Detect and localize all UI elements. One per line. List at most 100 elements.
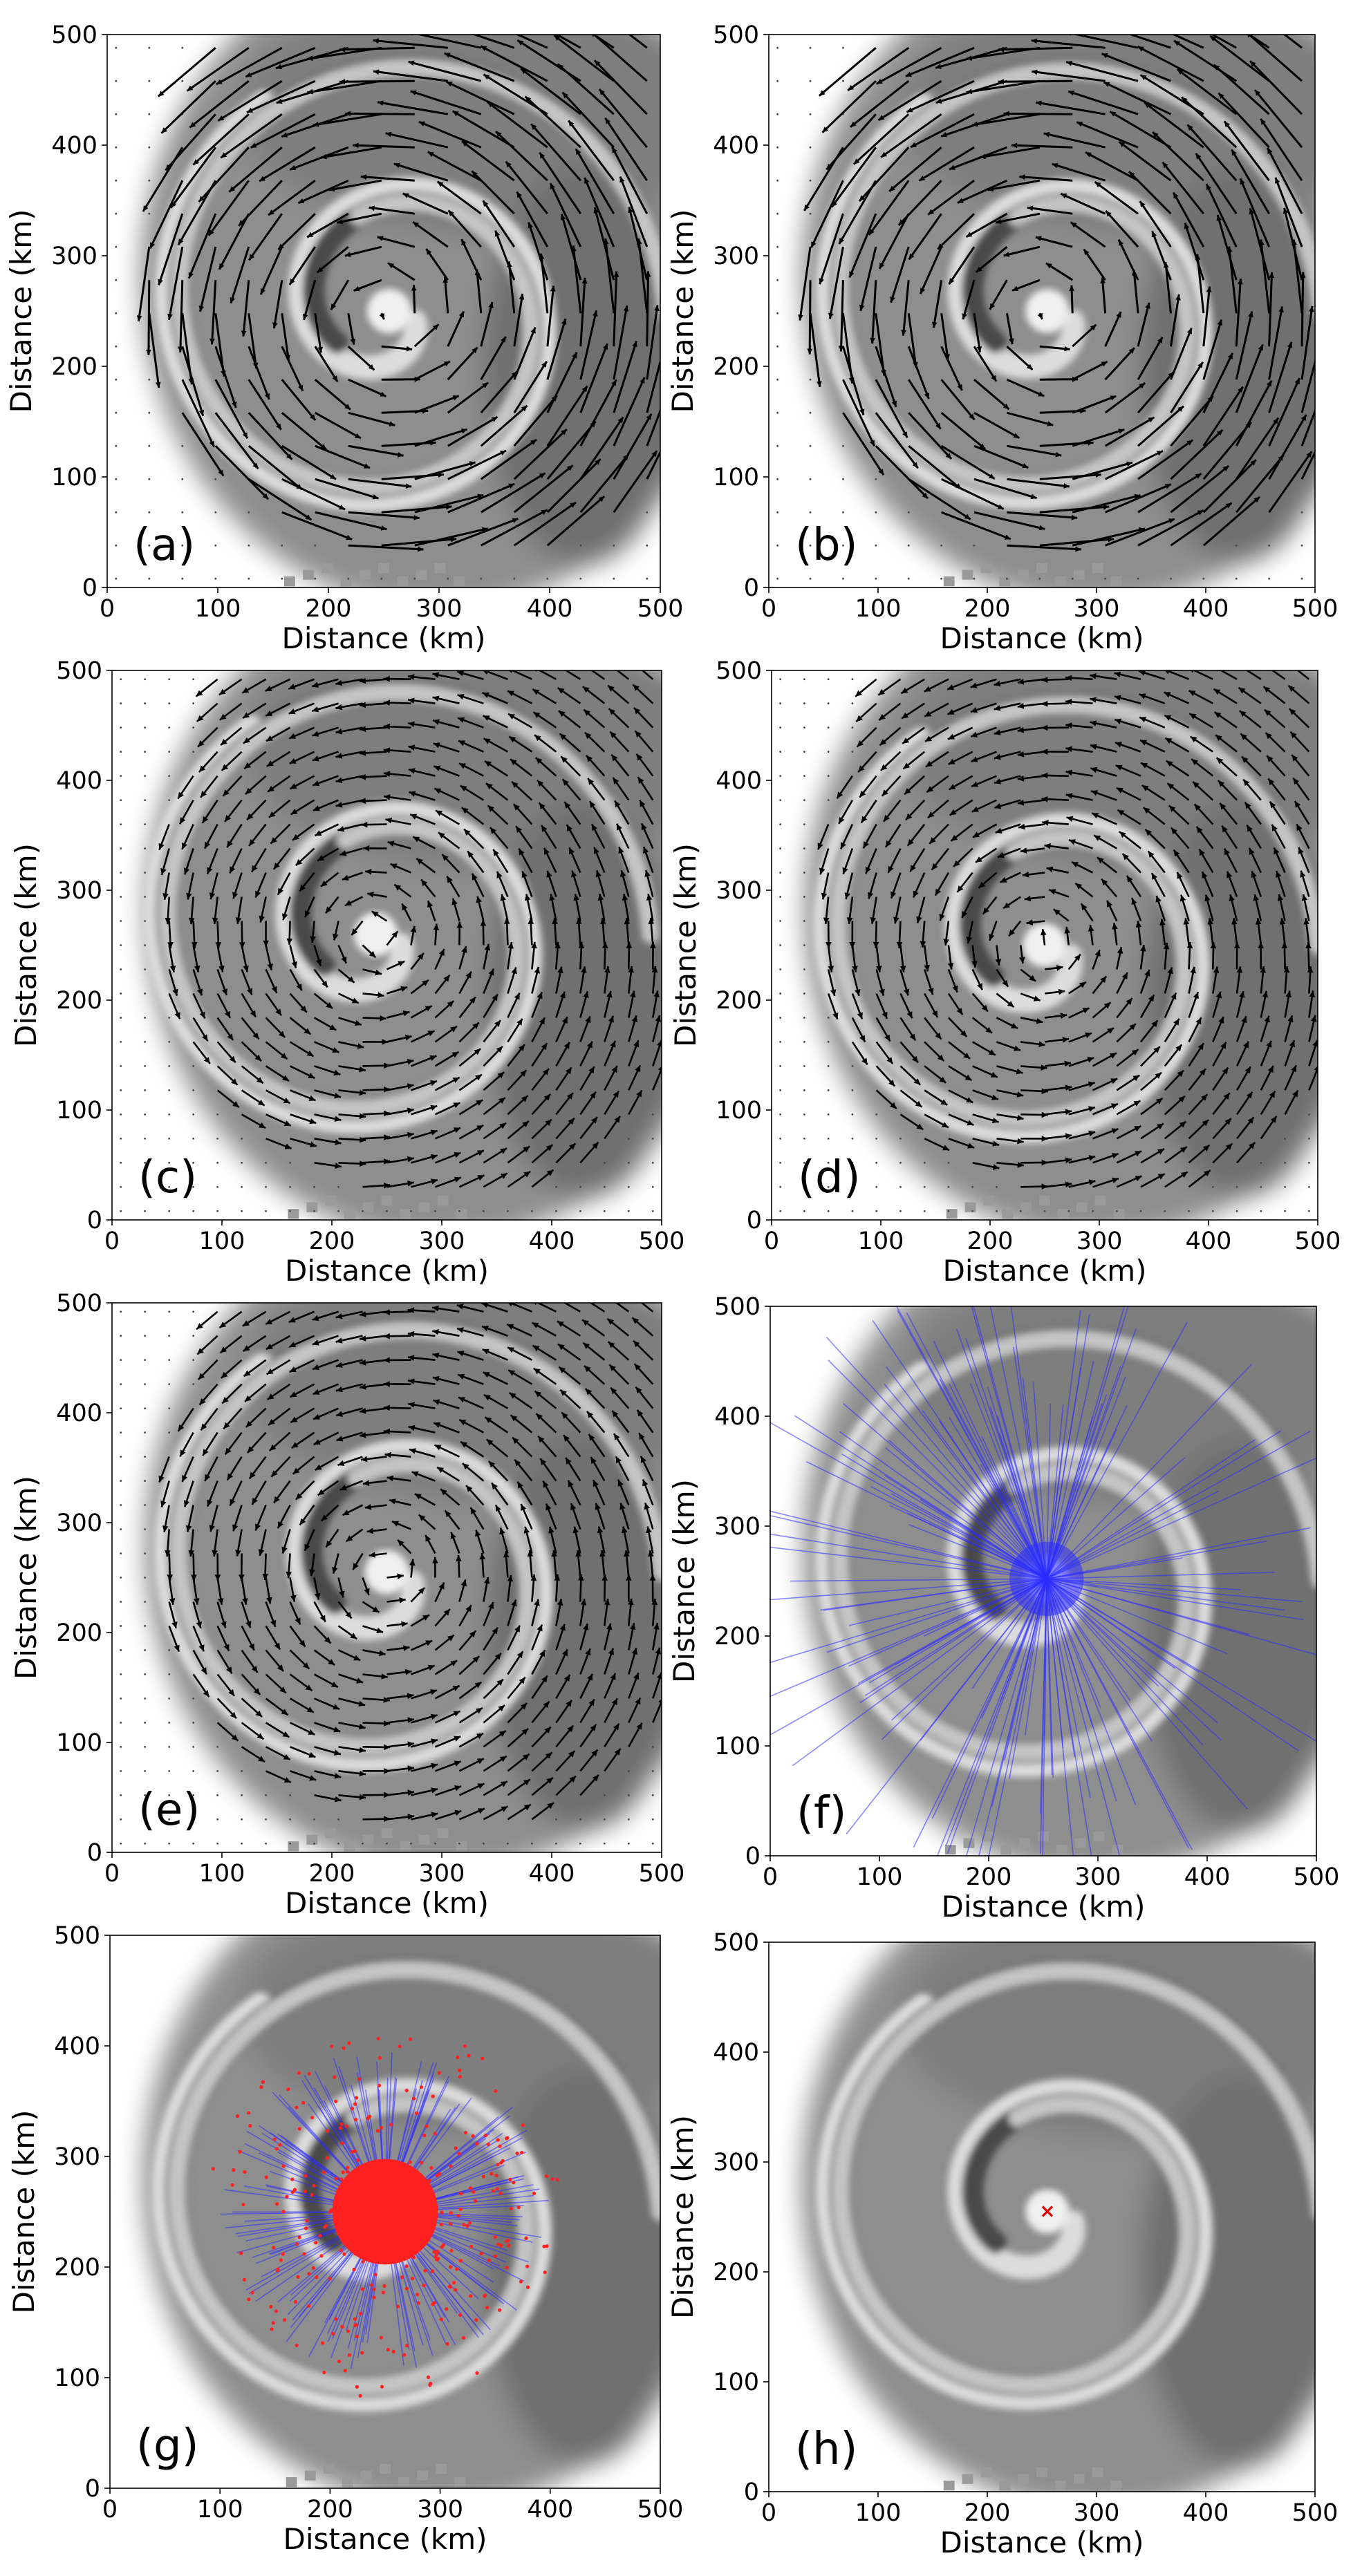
vector-head (1065, 722, 1072, 728)
vector-head (369, 1552, 375, 1558)
candidate-point (473, 2199, 478, 2203)
wind-vector (248, 346, 270, 400)
vector-head (1091, 790, 1098, 796)
vector-head (1248, 311, 1253, 318)
vector-head (427, 901, 433, 908)
vector-head (588, 2, 594, 8)
vector-head (335, 753, 343, 759)
vector-head (335, 1313, 343, 1319)
vector-head (408, 697, 415, 704)
vector-head (520, 1070, 527, 1077)
candidate-point (458, 2068, 462, 2073)
candidate-point (342, 2046, 346, 2050)
candidate-point (485, 2306, 489, 2310)
vector-head (1167, 783, 1175, 790)
vector-head (247, 1446, 254, 1454)
vector-head (307, 55, 313, 62)
vector-head (610, 1673, 616, 1680)
vector-dot (899, 1137, 902, 1140)
vector-dot (144, 726, 147, 729)
vector-head (1233, 942, 1240, 948)
wind-vector (613, 305, 628, 380)
vector-head (901, 330, 907, 336)
vector-dot (168, 1113, 171, 1116)
vector-dot (192, 1359, 195, 1362)
vector-head (407, 674, 415, 680)
vector-head (432, 695, 440, 702)
vector-head (509, 736, 516, 743)
vector-dot (120, 1721, 122, 1724)
vector-head (255, 890, 261, 898)
vector-head (279, 1686, 286, 1693)
vector-dot (168, 1673, 171, 1675)
vector-dot (651, 1794, 654, 1796)
vector-head (446, 504, 452, 510)
wind-vector (524, 95, 581, 149)
vector-dot (192, 678, 195, 681)
vector-head (218, 115, 225, 121)
spiral-band-bright (813, 727, 1211, 1144)
vector-head (446, 82, 453, 87)
vector-head (313, 1413, 320, 1420)
ray (1046, 1322, 1188, 1579)
vector-head (906, 107, 913, 113)
candidate-point (469, 2244, 474, 2248)
wind-vector (1235, 278, 1242, 347)
wind-vector (381, 538, 457, 547)
candidate-point (264, 2175, 268, 2179)
vector-head (1225, 502, 1232, 509)
wind-vector (480, 370, 519, 414)
vector-head (1250, 61, 1256, 67)
vector-head (1260, 966, 1267, 973)
vector-head (485, 783, 493, 790)
candidate-point (428, 2383, 432, 2387)
vector-head (1090, 720, 1097, 726)
wind-vector (528, 222, 549, 281)
vector-head (1246, 1091, 1253, 1099)
ray (1046, 1578, 1248, 1809)
vector-head (207, 1499, 213, 1507)
candidate-point (295, 2242, 299, 2246)
vector-head (224, 1010, 230, 1018)
wind-vector (579, 310, 598, 380)
wind-vector (828, 246, 844, 319)
vector-head (196, 715, 204, 722)
vector-head (456, 1554, 462, 1562)
vector-head (459, 763, 467, 769)
vector-head (561, 319, 567, 325)
vector-head (1157, 1174, 1165, 1180)
vector-head (353, 142, 359, 149)
vector-head (447, 1001, 454, 1008)
wind-vector (584, 177, 615, 247)
vector-head (560, 1389, 567, 1396)
vector-head (948, 758, 955, 764)
x-axis-label: Distance (km) (942, 1254, 1146, 1288)
wind-vector (1072, 494, 1141, 514)
candidate-point (404, 2286, 409, 2291)
vector-head (1309, 990, 1316, 997)
spiral-band-bright (816, 93, 1213, 509)
vector-head (398, 961, 405, 967)
vector-head (413, 515, 420, 520)
vector-head (360, 1408, 366, 1414)
vector-head (978, 881, 986, 888)
vector-head (949, 784, 956, 790)
vector-head (259, 176, 266, 182)
vector-head (607, 1318, 615, 1325)
candidate-point (494, 2089, 498, 2094)
vector-head (905, 71, 912, 77)
vector-head (482, 382, 489, 388)
vector-head (350, 1633, 357, 1639)
wind-vector (451, 110, 515, 149)
vector-dot (241, 1769, 243, 1772)
vector-head (512, 1437, 519, 1445)
x-tick-label: 400 (1184, 1863, 1231, 1891)
vector-head (274, 1642, 280, 1650)
wind-vector (875, 313, 886, 376)
vector-head (1202, 872, 1208, 879)
candidate-point (496, 2138, 500, 2142)
wind-vector (907, 312, 917, 368)
candidate-point (375, 2129, 380, 2133)
vector-dot (216, 1137, 219, 1140)
candidate-point (276, 2267, 280, 2271)
